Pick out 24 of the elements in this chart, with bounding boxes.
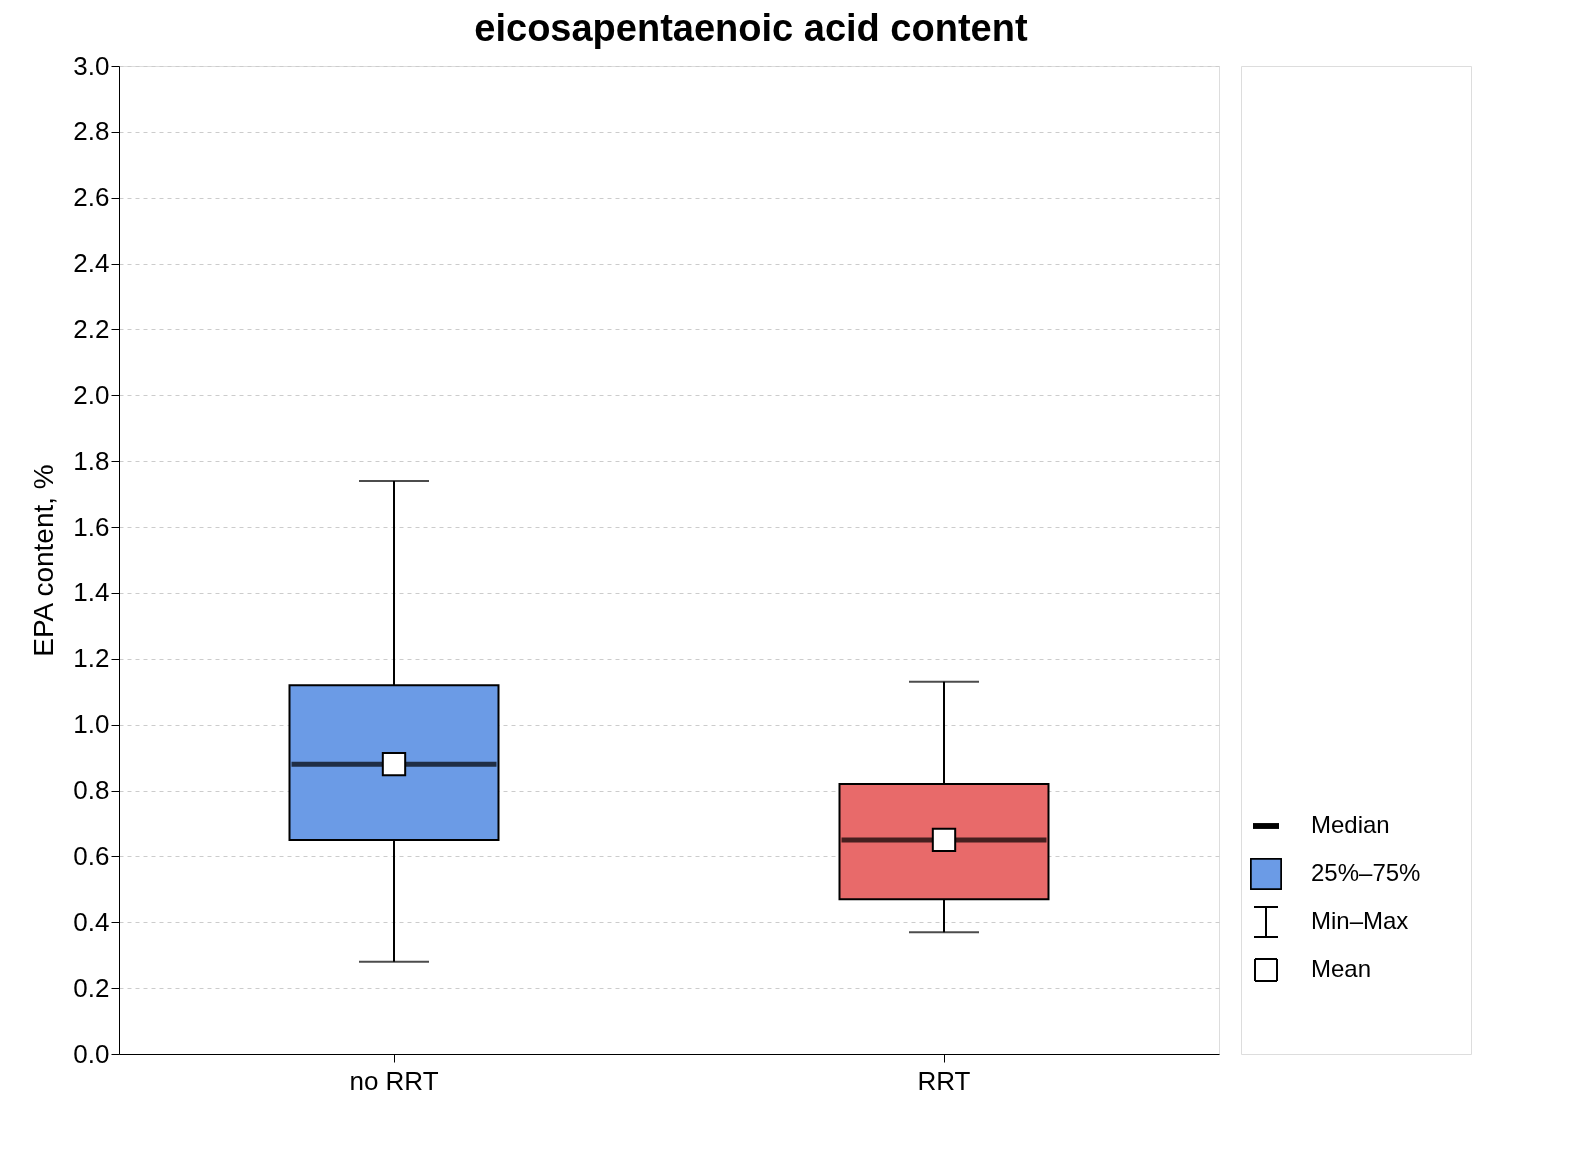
y-tick-label: 2.2 xyxy=(73,313,110,344)
y-tick-label: 3.0 xyxy=(73,50,110,81)
y-tick-label: 1.4 xyxy=(73,577,110,608)
chart-title: eicosapentaenoic acid content xyxy=(474,6,1028,49)
y-tick-label: 2.6 xyxy=(73,182,110,213)
x-tick-label: RRT xyxy=(917,1065,971,1096)
y-tick-label: 0.0 xyxy=(73,1038,110,1069)
y-tick-label: 1.8 xyxy=(73,445,110,476)
y-tick-label: 1.2 xyxy=(73,643,110,674)
y-tick-label: 2.0 xyxy=(73,379,110,410)
text: Median xyxy=(1311,811,1390,838)
y-tick-label: 0.2 xyxy=(73,972,110,1003)
y-tick-label: 2.4 xyxy=(73,248,110,279)
text: 25%–75% xyxy=(1311,859,1421,886)
y-tick-label: 2.8 xyxy=(73,116,110,147)
y-axis-title: EPA content, % xyxy=(28,464,60,657)
y-tick-label: 1.6 xyxy=(73,511,110,542)
y-tick-label: 0.6 xyxy=(73,840,110,871)
y-tick-label: 0.4 xyxy=(73,906,110,937)
y-tick-label: 1.0 xyxy=(73,709,110,740)
x-tick-label: no RRT xyxy=(349,1065,439,1096)
text: Mean xyxy=(1311,955,1372,982)
y-tick-label: 0.8 xyxy=(73,775,110,806)
text: Min–Max xyxy=(1311,907,1409,934)
